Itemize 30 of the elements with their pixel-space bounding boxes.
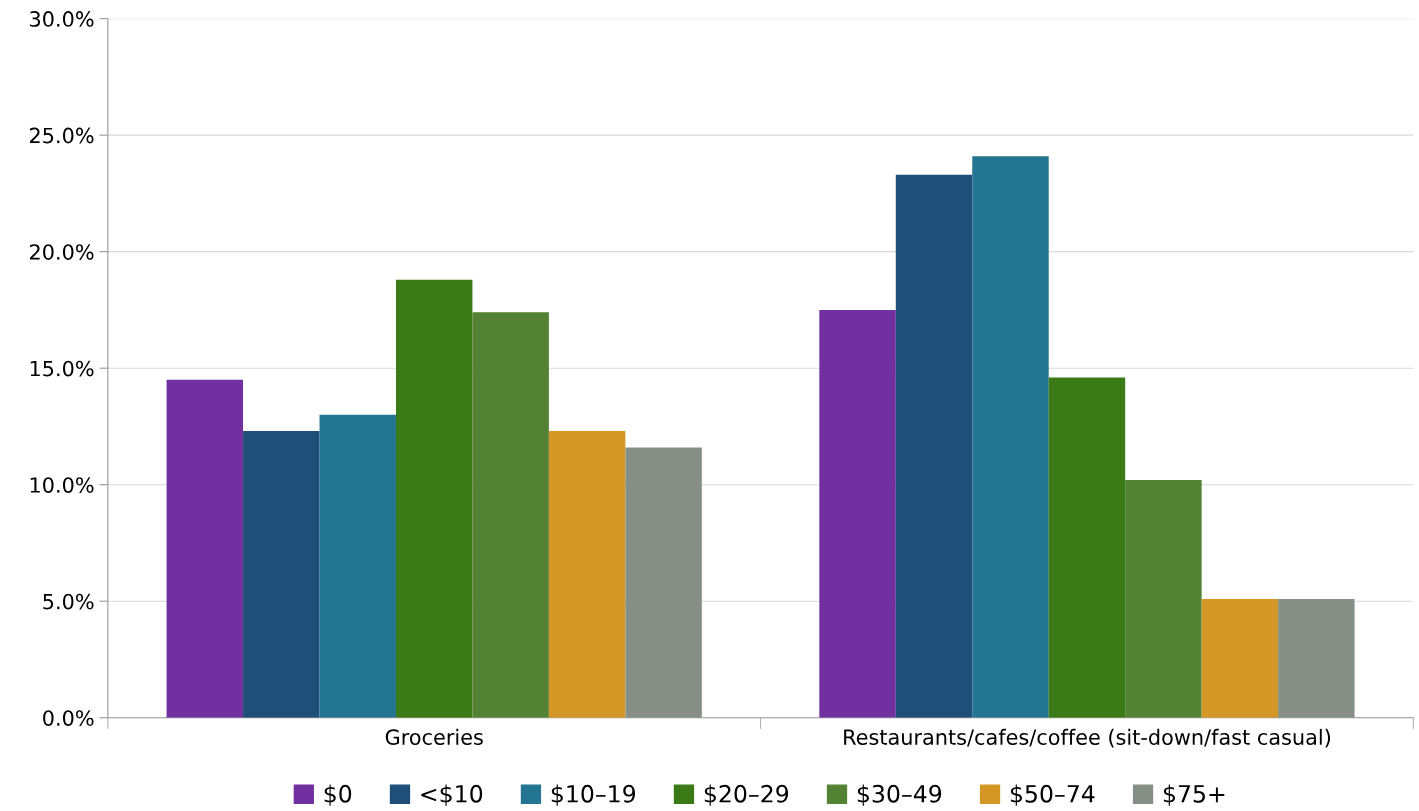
x-tick-label: Restaurants/cafes/coffee (sit-down/fast casual) <box>844 728 1331 748</box>
legend-label: $75+ <box>1163 784 1225 806</box>
legend-label: $0 <box>324 784 352 806</box>
y-tick-label: 25.0% <box>29 127 94 144</box>
bar <box>472 312 549 718</box>
y-tick-label: 5.0% <box>43 593 94 610</box>
y-tick-label: 30.0% <box>30 11 94 27</box>
y-tick-label: 15.0% <box>30 360 94 377</box>
legend-label: $30–49 <box>857 784 942 806</box>
bar <box>243 431 320 718</box>
y-tick-label: 20.0% <box>29 244 94 260</box>
bar <box>972 156 1049 718</box>
legend-label: <$10 <box>421 784 483 806</box>
legend-label: $50–74 <box>1010 784 1095 806</box>
legend-label: $20–29 <box>704 784 789 806</box>
bar <box>1278 598 1355 718</box>
legend-label: $10–19 <box>551 784 636 806</box>
bar <box>548 431 626 718</box>
bar <box>625 447 702 718</box>
bar <box>819 309 896 718</box>
y-tick-label: 10.0% <box>30 477 94 493</box>
bar <box>1048 377 1126 718</box>
bar <box>1201 598 1279 718</box>
x-tick-label: Groceries <box>385 728 483 745</box>
bar <box>319 414 396 718</box>
bar <box>895 174 973 718</box>
y-tick-label: 0.0% <box>43 710 94 726</box>
bar <box>395 279 473 718</box>
bar <box>1125 480 1202 718</box>
bar <box>166 379 244 718</box>
